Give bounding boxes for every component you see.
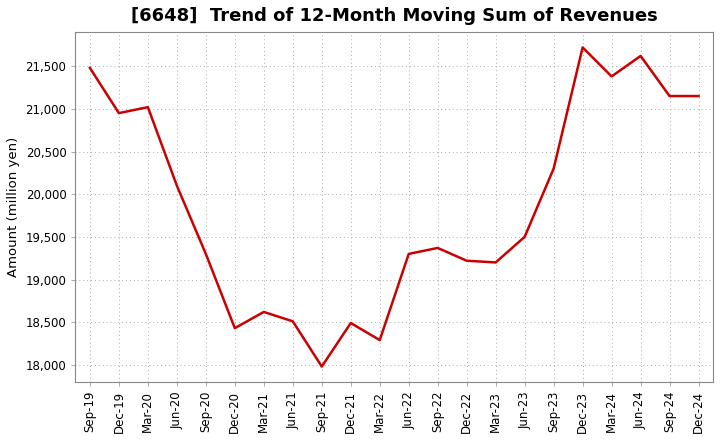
Y-axis label: Amount (million yen): Amount (million yen) (7, 137, 20, 277)
Title: [6648]  Trend of 12-Month Moving Sum of Revenues: [6648] Trend of 12-Month Moving Sum of R… (131, 7, 657, 25)
